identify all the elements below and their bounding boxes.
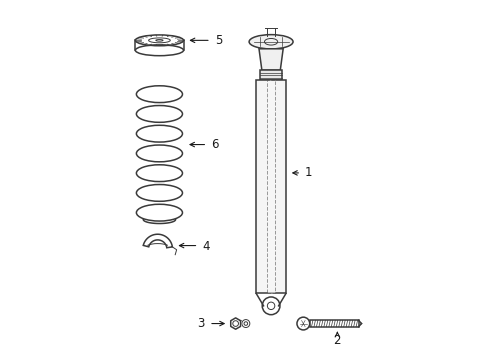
Text: 4: 4 [202, 240, 210, 253]
Bar [256, 80, 285, 293]
Bar [309, 320, 358, 327]
Text: 3: 3 [197, 317, 204, 330]
Text: 6: 6 [211, 138, 218, 151]
Circle shape [296, 317, 309, 330]
Circle shape [262, 297, 279, 315]
Polygon shape [230, 318, 240, 329]
Text: 1: 1 [304, 166, 312, 179]
Circle shape [242, 320, 249, 328]
Text: 2: 2 [333, 334, 341, 347]
Polygon shape [259, 49, 283, 70]
Ellipse shape [248, 35, 292, 49]
Bar [260, 70, 281, 80]
Text: 5: 5 [214, 34, 222, 47]
Bar [266, 80, 275, 293]
